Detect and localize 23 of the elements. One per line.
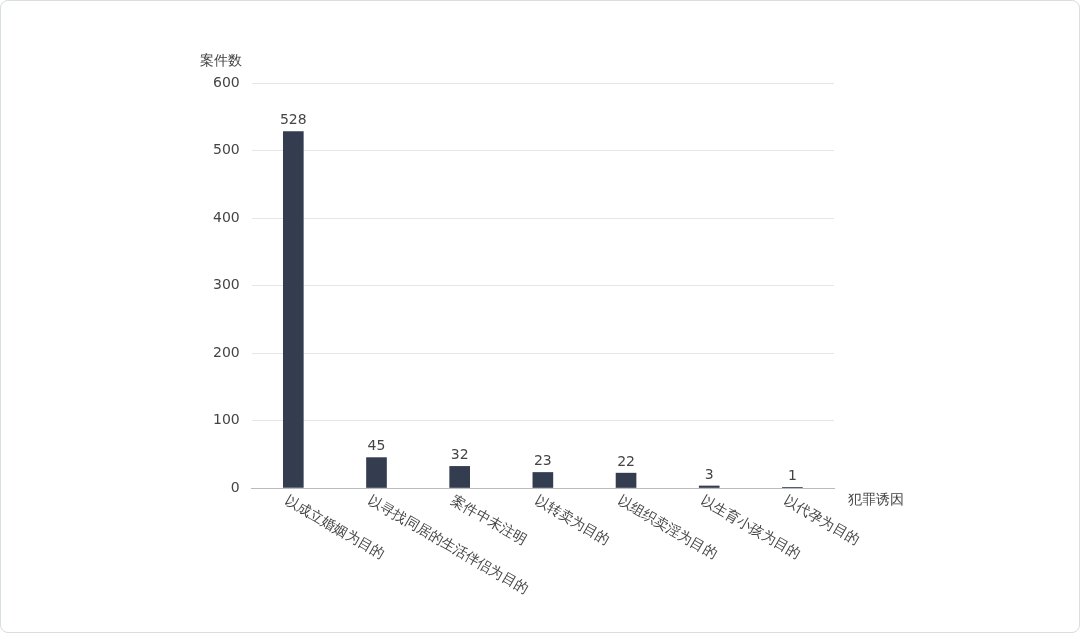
bar xyxy=(532,472,554,488)
x-tick-label: 以转卖为目的 xyxy=(532,491,613,548)
data-label: 32 xyxy=(450,446,469,463)
x-axis-title: 犯罪诱因 xyxy=(848,490,904,507)
data-label: 22 xyxy=(617,452,635,469)
y-tick-label: 400 xyxy=(212,208,240,225)
y-tick-label: 100 xyxy=(212,411,240,428)
bar xyxy=(449,466,471,488)
y-tick-label: 300 xyxy=(212,276,240,293)
y-tick-label: 600 xyxy=(212,73,240,90)
bar xyxy=(366,457,387,488)
y-tick-label: 0 xyxy=(230,478,240,495)
y-tick-label: 500 xyxy=(212,141,240,158)
y-tick-label: 200 xyxy=(212,343,240,360)
data-label: 45 xyxy=(367,437,386,454)
bar xyxy=(698,485,720,488)
y-axis-title: 案件数 xyxy=(199,51,242,68)
data-label: 528 xyxy=(279,111,307,128)
data-label: 3 xyxy=(704,465,714,482)
bar xyxy=(282,131,304,488)
data-label: 1 xyxy=(787,466,797,483)
bar xyxy=(615,472,637,488)
data-label: 23 xyxy=(533,452,552,469)
